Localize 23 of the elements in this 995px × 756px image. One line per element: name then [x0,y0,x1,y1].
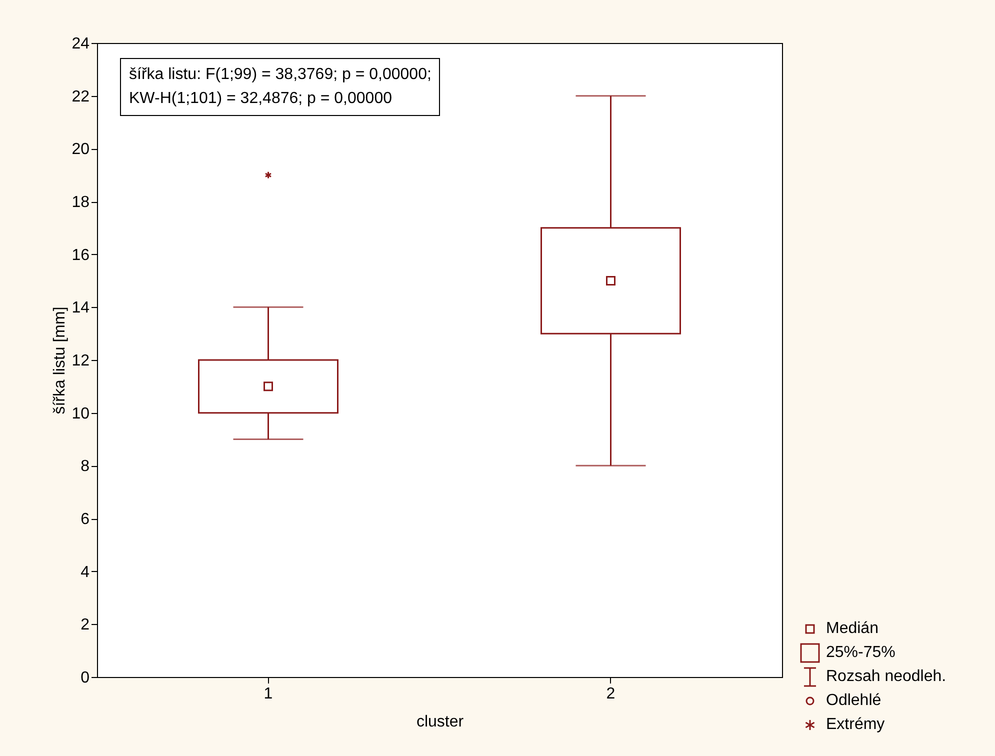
y-tick-label: 12 [72,352,90,370]
y-tick-label: 16 [72,246,90,264]
y-tick-label: 0 [80,670,90,686]
y-tick-label: 10 [72,405,90,422]
text: Odlehlé [826,692,882,710]
y-tick-label: 6 [80,511,90,528]
annotation: šířka listu: F(1;99) = 38,3769; p = 0,00000; [129,65,432,85]
y-tick-label: 8 [80,458,90,476]
text: 25%-75% [826,644,896,662]
y-tick-label: 14 [72,300,90,317]
text: Medián [826,620,878,638]
x-axis-title: cluster [416,714,464,730]
y-tick-label: 20 [72,141,90,158]
y-tick-label: 18 [72,194,90,211]
legend-label: Extrémy [826,716,885,734]
y-tick-label: 4 [80,564,90,581]
y-tick-label: 2 [80,616,90,634]
y-tick-label: 22 [72,88,90,106]
y-axis-title: šířka listu [mm] [52,306,69,414]
annotation: KW-H(1;101) = 32,4876; p = 0,00000 [129,89,393,109]
y-tick-label: 24 [72,36,90,52]
x-tick-label: 1 [264,686,273,702]
text: Rozsah neodleh. [826,668,946,686]
